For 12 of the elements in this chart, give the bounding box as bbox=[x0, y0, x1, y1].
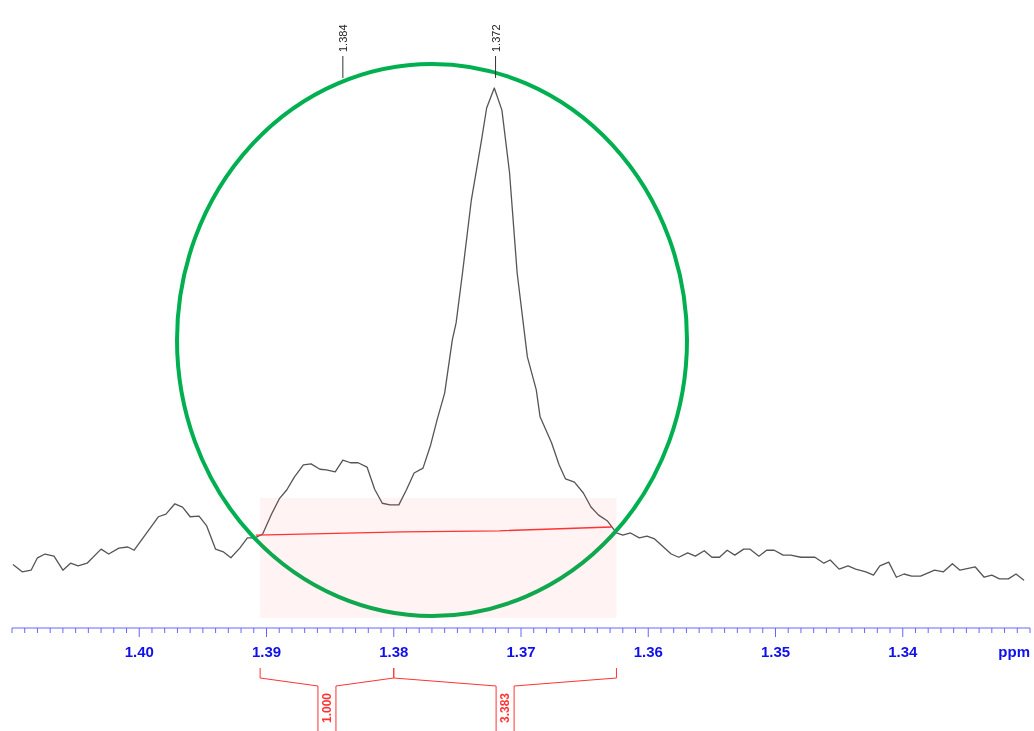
x-tick-label: 1.38 bbox=[379, 643, 409, 660]
x-tick-label: 1.36 bbox=[633, 643, 663, 660]
annotation: 1.384 bbox=[336, 24, 349, 52]
x-tick-label: 1.37 bbox=[506, 643, 536, 660]
band-label: 3.383 bbox=[498, 692, 513, 724]
x-tick-label: 1.34 bbox=[888, 643, 918, 660]
x-tick-label: 1.35 bbox=[760, 643, 791, 660]
band-label: 1.000 bbox=[319, 692, 334, 724]
x-axis-title: ppm bbox=[998, 643, 1030, 660]
annotation: 1.372 bbox=[489, 24, 502, 52]
x-tick-label: 1.40 bbox=[124, 643, 154, 660]
x-tick-label: 1.39 bbox=[251, 643, 282, 660]
